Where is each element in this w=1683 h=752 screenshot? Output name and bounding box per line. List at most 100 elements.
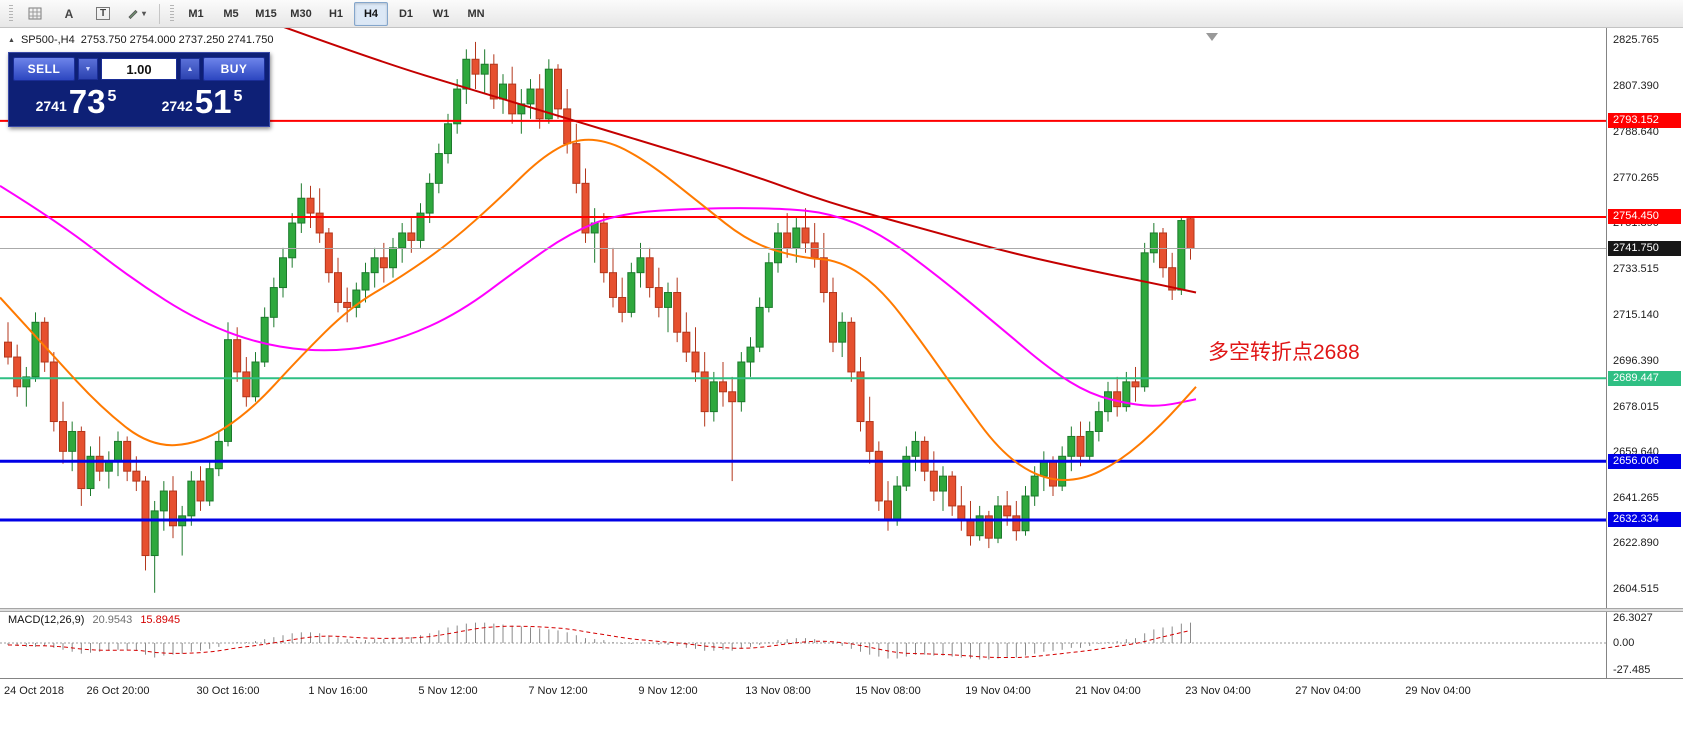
chart-shift-marker[interactable] [1206,33,1218,41]
price-axis[interactable]: 2825.7652807.3902788.6402770.2652751.890… [1606,28,1683,608]
candle [939,475,948,492]
candle [709,381,718,413]
timeframe-button-d1[interactable]: D1 [398,7,414,20]
price-line-label: 2741.750 [1608,240,1681,256]
price-tick: 2807.390 [1613,79,1659,92]
timeframe-button-h4[interactable]: H4 [354,1,388,26]
candle [297,197,306,224]
text-frame-tool-label: T [95,7,111,20]
candle [1021,495,1030,532]
candle [4,341,12,358]
candle [645,257,654,289]
price-tick: 26.3027 [1613,611,1653,624]
candle [114,440,123,462]
pane-splitter[interactable] [0,608,1683,612]
candle [242,371,251,398]
candle [196,480,205,502]
time-axis-label: 9 Nov 12:00 [638,685,698,697]
candle [480,63,489,75]
macd-chart[interactable] [0,612,1606,678]
price-tick: 2825.765 [1613,34,1659,46]
time-axis-label: 13 Nov 08:00 [745,685,811,697]
candle [104,460,113,472]
timeframe-button-m5[interactable]: M5 [223,7,239,20]
time-axis[interactable]: 24 Oct 2018 26 Oct 20:00 30 Oct 16:00 1 Nov… [0,678,1683,704]
candle [673,292,682,333]
candle [838,321,847,343]
candle [1104,391,1113,413]
shapes-tool-button[interactable]: ▾ [120,2,154,26]
candle [169,490,178,527]
price-tick: 2604.515 [1613,583,1659,595]
candle [1003,505,1012,517]
candle [269,287,278,318]
candle [1058,455,1067,487]
symbol-header: ▲ SP500-,H4 2753.750 2754.000 2737.250 2… [8,34,273,46]
candle [719,381,728,393]
ask-price[interactable]: 2742 51 5 [139,85,265,118]
toolbar-grip[interactable] [9,4,13,23]
candle [132,470,141,482]
candle [1012,515,1021,532]
bid-price-big: 73 [68,83,106,120]
text-frame-tool-button[interactable]: T [86,2,120,26]
sell-button[interactable]: SELL [13,57,75,81]
candle [471,58,480,75]
volume-decrease-button[interactable]: ▼ [78,58,98,80]
macd-indicator-label: MACD(12,26,9) 20.9543 15.8945 [8,614,180,626]
candle [1039,460,1048,477]
timeframe-button-m15[interactable]: M15 [255,7,277,20]
macd-signal-line [7,625,1191,659]
volume-increase-button[interactable]: ▲ [180,58,200,80]
timeframe-button-mn[interactable]: MN [467,7,485,20]
candle [233,339,242,373]
price-tick: -27.485 [1613,663,1651,676]
buy-button[interactable]: BUY [203,57,265,81]
candle [847,321,856,373]
timeframe-toolbar-grip[interactable] [170,4,174,23]
candle [920,440,929,472]
candle [581,182,590,234]
timeframe-button-m30[interactable]: M30 [290,7,312,20]
candle [141,480,150,557]
ask-price-sup: 5 [233,88,243,105]
timeframe-button-h1[interactable]: H1 [328,7,344,20]
time-axis-label: 1 Nov 16:00 [308,685,368,697]
time-axis-label: 7 Nov 12:00 [528,685,588,697]
pencil-icon [128,9,138,19]
candle [554,68,563,110]
candle [150,510,159,557]
candle [755,306,764,348]
time-axis-label: 30 Oct 16:00 [196,685,260,697]
candle [975,515,984,537]
chevron-down-icon: ▾ [141,9,146,18]
candle [123,440,132,472]
candle [489,63,498,100]
grid-tool-button[interactable] [18,2,52,26]
candle [884,500,893,522]
candle [508,83,517,115]
timeframe-button-w1[interactable]: W1 [432,7,450,20]
timeframe-button-m1[interactable]: M1 [188,7,204,20]
text-tool-label: A [64,6,74,21]
text-tool-button[interactable]: A [52,2,86,26]
candle [746,346,755,363]
price-tick: 2733.515 [1613,262,1659,275]
candle [664,292,673,308]
candle [444,123,453,155]
bid-price-sup: 5 [107,88,117,105]
candle [86,455,95,490]
candle [260,316,269,363]
candle [1177,220,1186,291]
candle [609,272,618,298]
candle [627,272,636,313]
macd-axis[interactable]: 26.3027 0.00 -27.485 [1606,612,1683,678]
candle [352,289,361,308]
volume-input[interactable]: 1.00 [101,58,177,80]
candle [1067,435,1076,457]
bid-price[interactable]: 2741 73 5 [13,85,139,118]
mid-ma-line [0,184,1197,407]
candle [764,262,773,308]
candle [224,339,233,442]
fast-ma-line [0,138,1197,482]
